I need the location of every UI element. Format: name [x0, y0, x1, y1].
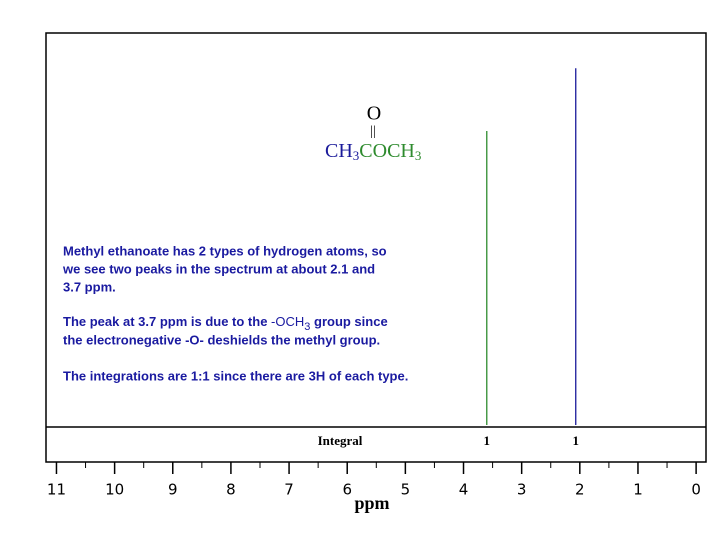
x-tick-label: 9 [168, 481, 178, 499]
carbonyl-oxygen: O [367, 103, 381, 125]
x-tick-label: 1 [633, 481, 643, 499]
x-axis-label: ppm [354, 493, 389, 513]
text-line: Methyl ethanoate has 2 types of hydrogen… [63, 243, 387, 258]
x-tick-label: 10 [105, 481, 124, 499]
formula-part: 3 [415, 148, 422, 163]
x-tick-label: 5 [401, 481, 411, 499]
text-line: The integrations are 1:1 since there are… [63, 368, 408, 383]
formula-part: -OCH [271, 314, 304, 329]
formula-part: COCH [359, 140, 415, 162]
plot-frame [45, 32, 707, 463]
x-tick-label: 0 [691, 481, 701, 499]
text-line: we see two peaks in the spectrum at abou… [62, 261, 375, 276]
integral-value: 1 [484, 433, 491, 448]
double-bond: || [370, 124, 376, 139]
x-tick-label: 7 [284, 481, 294, 499]
x-tick-label: 6 [342, 481, 352, 499]
text-line: The peak at 3.7 ppm is due to the -OCH3 … [63, 314, 388, 332]
text-line: the electronegative -O- deshields the me… [63, 332, 380, 347]
x-tick-label: 11 [47, 481, 66, 499]
integral-value: 1 [572, 433, 579, 448]
x-tick-label: 2 [575, 481, 585, 499]
formula-part: The peak at 3.7 ppm is due to the [63, 314, 271, 329]
integral-label: Integral [318, 433, 363, 448]
structure: O || CH3COCH3 [325, 103, 421, 163]
formula-part: CH [325, 140, 353, 162]
formula: CH3COCH3 [325, 140, 421, 163]
formula-part: group since [310, 314, 387, 329]
formula-part: 3 [304, 321, 310, 333]
text-line: 3.7 ppm. [63, 279, 116, 294]
explanation: Methyl ethanoate has 2 types of hydrogen… [62, 243, 408, 383]
x-tick-label: 4 [459, 481, 469, 499]
x-tick-label: 8 [226, 481, 236, 499]
x-tick-label: 3 [517, 481, 527, 499]
formula-part: 3 [353, 148, 360, 163]
